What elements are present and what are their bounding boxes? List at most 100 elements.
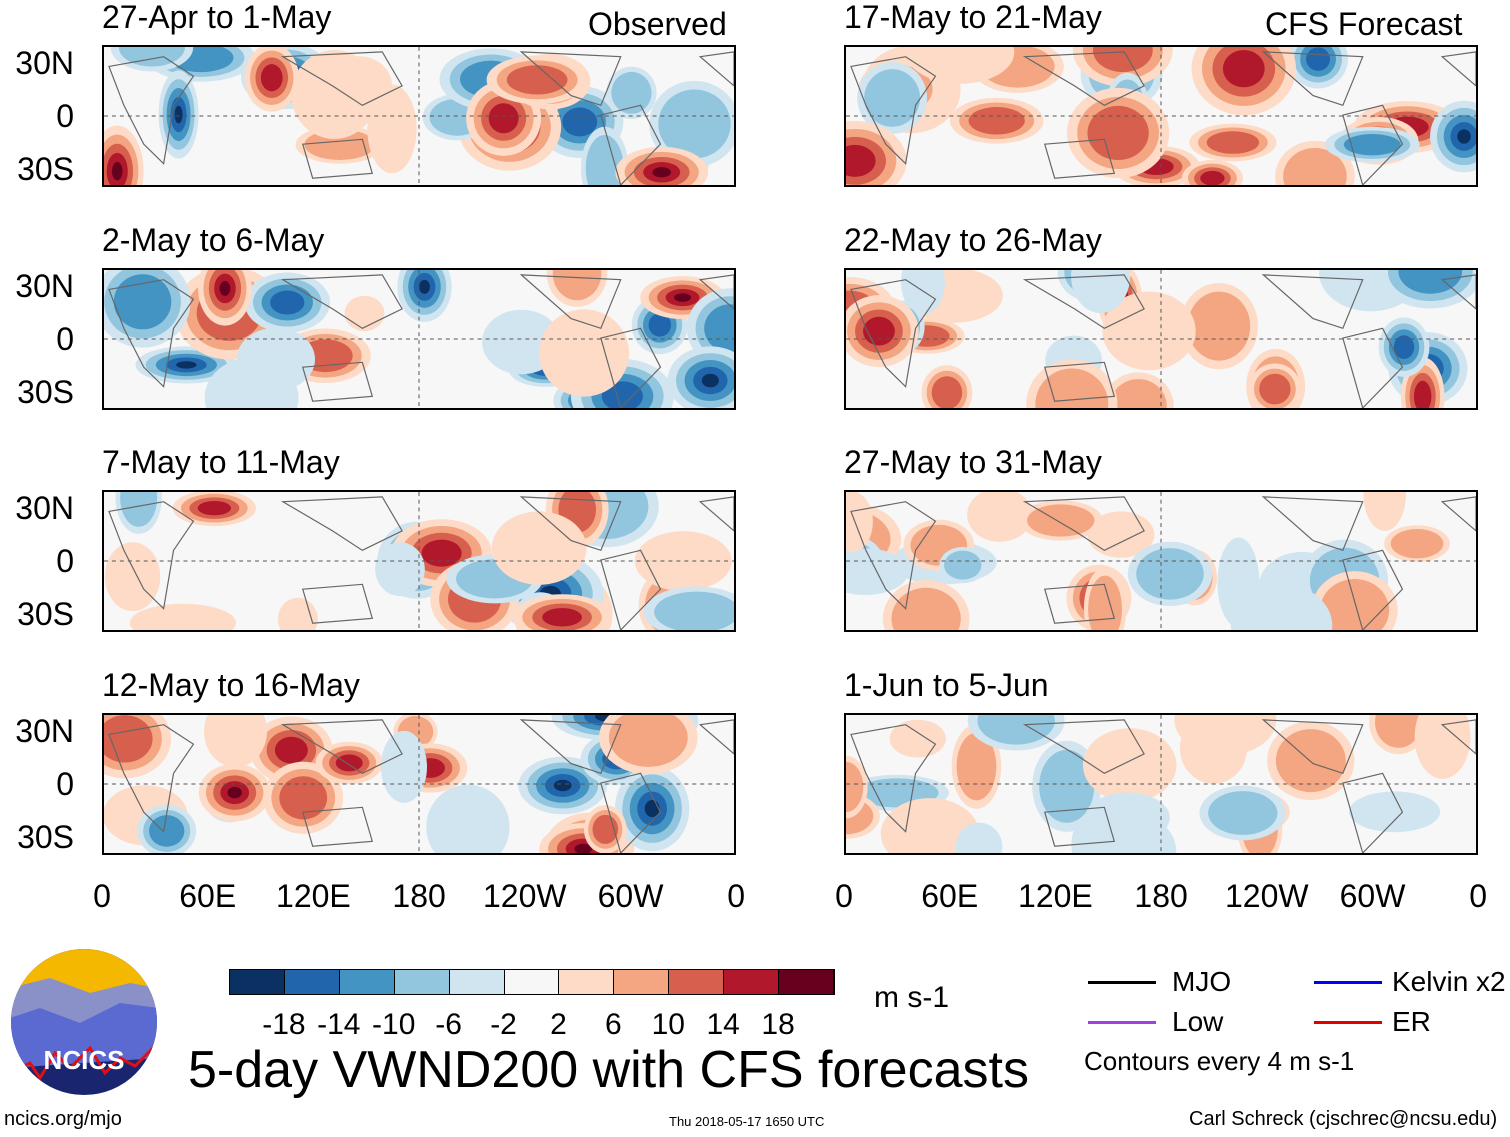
colorbar-swatch — [339, 970, 395, 994]
wind-anomaly-contour — [1283, 147, 1347, 185]
map-panel — [102, 268, 736, 410]
wind-anomaly-contour — [944, 550, 982, 580]
colorbar-label: 18 — [761, 1008, 795, 1041]
colorbar-label: -14 — [317, 1008, 361, 1041]
legend-line-kelvin — [1314, 981, 1382, 984]
map-panel — [844, 268, 1478, 410]
colorbar-label: -18 — [262, 1008, 306, 1041]
wind-anomaly-contour — [1039, 749, 1095, 823]
y-tick-label: 0 — [56, 766, 74, 802]
y-tick-label: 30N — [15, 268, 74, 304]
wind-anomaly-contour — [227, 786, 242, 799]
wind-anomaly-contour — [380, 730, 427, 803]
panel-title: 27-Apr to 1-May — [102, 0, 332, 35]
legend-line-er — [1314, 1021, 1382, 1024]
wind-anomaly-contour — [1109, 379, 1167, 408]
ncics-logo: NCICS — [10, 948, 158, 1096]
legend-label-er: ER — [1392, 1006, 1431, 1037]
coastline — [850, 719, 1476, 853]
footer-timestamp: Thu 2018-05-17 1650 UTC — [669, 1114, 825, 1129]
wind-anomaly-contour — [1222, 50, 1265, 88]
wind-anomaly-contour — [1414, 715, 1471, 779]
wind-anomaly-contour — [104, 715, 153, 763]
wind-anomaly-contour — [488, 103, 519, 134]
colorbar-swatch — [449, 970, 505, 994]
wind-anomaly-contour — [1082, 728, 1177, 802]
wind-anomaly-contour — [335, 754, 363, 772]
colorbar-label: 10 — [651, 1008, 685, 1041]
wind-anomaly-contour — [968, 107, 1025, 135]
x-tick-label: 120E — [276, 878, 351, 914]
wind-anomaly-contour — [1136, 548, 1204, 600]
wind-anomaly-contour — [658, 89, 731, 159]
panel-title: 22-May to 26-May — [844, 222, 1102, 258]
coastline — [850, 496, 1476, 630]
colorbar-label: 2 — [550, 1008, 567, 1041]
map-panel — [102, 490, 736, 632]
wind-anomaly-contour — [654, 591, 734, 630]
panel-title: 1-Jun to 5-Jun — [844, 667, 1049, 703]
wind-anomaly-contour — [864, 69, 921, 127]
wind-anomaly-contour — [1179, 715, 1248, 784]
figure-title: 5-day VWND200 with CFS forecasts — [188, 1041, 1029, 1099]
wind-anomaly-contour — [846, 144, 876, 177]
y-tick-label: 0 — [56, 98, 74, 134]
wind-anomaly-contour — [149, 815, 185, 847]
panel-title: 17-May to 21-May — [844, 0, 1102, 35]
wind-anomaly-contour — [506, 65, 568, 95]
panel-title: 2-May to 6-May — [102, 222, 325, 258]
map-panel — [844, 713, 1478, 855]
wind-anomaly-contour — [701, 373, 719, 388]
wind-anomaly-contour — [1071, 270, 1131, 314]
wind-anomaly-contour — [367, 84, 417, 174]
wind-anomaly-contour — [542, 608, 582, 627]
wind-anomaly-contour — [1208, 791, 1278, 835]
wind-anomaly-contour — [1092, 47, 1153, 73]
map-panel — [102, 713, 736, 855]
wind-anomaly-contour — [1398, 270, 1463, 294]
wind-anomaly-contour — [260, 64, 283, 92]
y-tick-label: 0 — [56, 321, 74, 357]
x-tick-label: 0 — [1469, 878, 1488, 914]
colorbar — [229, 969, 835, 995]
wind-anomaly-contour — [634, 531, 732, 591]
wind-anomaly-contour — [704, 304, 734, 353]
y-tick-label: 0 — [56, 543, 74, 579]
wind-anomaly-contour — [421, 539, 462, 567]
wind-anomaly-contour — [891, 587, 961, 630]
wind-anomaly-contour — [1275, 729, 1346, 793]
colorbar-label: 6 — [605, 1008, 622, 1041]
wind-anomaly-contour — [176, 361, 197, 369]
wind-anomaly-contour — [197, 500, 232, 516]
wind-anomaly-contour — [104, 542, 161, 612]
wind-anomaly-contour — [611, 71, 652, 114]
wind-anomaly-contour — [1095, 815, 1177, 853]
legend-label-kelvin: Kelvin x2 — [1392, 966, 1506, 997]
footer-url[interactable]: ncics.org/mjo — [4, 1108, 122, 1130]
x-tick-label: 180 — [392, 878, 446, 914]
forecast-label: CFS Forecast — [1265, 6, 1463, 42]
y-tick-label: 30S — [17, 374, 74, 410]
x-tick-label: 60W — [1339, 878, 1406, 914]
wind-anomaly-contour — [279, 776, 328, 820]
wind-anomaly-contour — [889, 719, 946, 758]
observed-label: Observed — [588, 6, 727, 42]
wind-anomaly-contour — [931, 376, 963, 408]
colorbar-swatch — [504, 970, 560, 994]
colorbar-swatch — [230, 970, 285, 994]
coastline — [108, 274, 734, 408]
x-tick-label: 0 — [835, 878, 853, 914]
wind-anomaly-contour — [1457, 129, 1471, 144]
coastline — [108, 719, 734, 853]
wind-anomaly-contour — [1390, 528, 1444, 559]
colorbar-swatch — [284, 970, 340, 994]
colorbar-swatch — [724, 970, 780, 994]
x-tick-label: 60E — [921, 878, 979, 914]
colorbar-swatch — [559, 970, 615, 994]
coastline — [108, 51, 734, 185]
wind-anomaly-contour — [1200, 170, 1225, 185]
y-tick-label: 30S — [17, 596, 74, 632]
x-tick-label: 0 — [93, 878, 111, 914]
wind-anomaly-contour — [1187, 291, 1251, 361]
